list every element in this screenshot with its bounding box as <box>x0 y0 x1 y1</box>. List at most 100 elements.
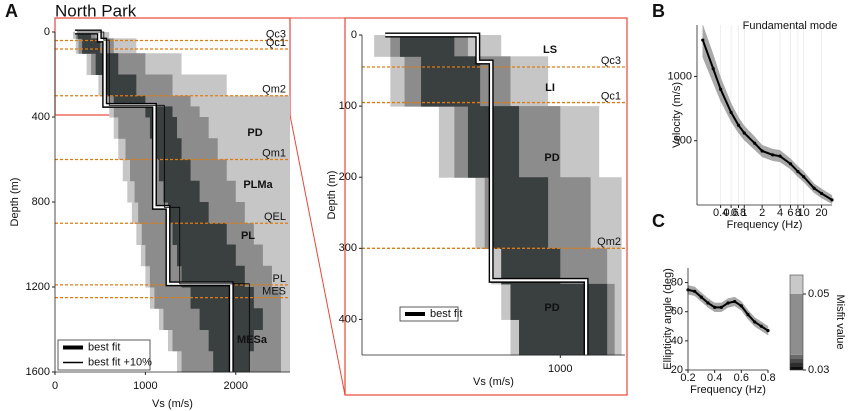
x-tick-label: 0.6 <box>723 207 738 219</box>
annotation: PLMa <box>243 179 273 191</box>
x-tick-label: 8 <box>795 207 801 219</box>
envelope <box>167 202 209 224</box>
x-tick-label: 0.8 <box>731 207 746 219</box>
envelope <box>77 32 92 39</box>
envelope <box>510 283 608 320</box>
x-tick-label: 0.8 <box>760 372 775 384</box>
point <box>733 299 737 304</box>
annotation: Fundamental mode <box>743 20 838 32</box>
y-tick-label: 1600 <box>26 366 50 378</box>
reference-label: MES <box>262 286 286 298</box>
legend-label: best fit <box>430 308 462 320</box>
y-tick-label: 400 <box>32 111 50 123</box>
reference-label: Qm1 <box>262 147 286 159</box>
annotation: PD <box>544 302 559 314</box>
reference-label: Qc1 <box>601 90 621 102</box>
x-tick-label: 2 <box>759 207 765 219</box>
reference-label: PL <box>273 273 286 285</box>
annotation: PD <box>247 127 262 139</box>
point <box>802 175 806 179</box>
colorbar-segment <box>790 354 803 359</box>
panel-letter: C <box>652 211 665 231</box>
x-tick-label: 1000 <box>548 363 572 375</box>
y-tick-label: 60 <box>671 306 683 318</box>
x-tick-label: 2000 <box>224 380 248 392</box>
annotation: PD <box>544 152 559 164</box>
y-tick-label: 400 <box>339 313 357 325</box>
x-tick-label: 1000 <box>133 380 157 392</box>
x-tick-label: 4 <box>777 207 783 219</box>
y-tick-label: 0 <box>351 29 357 41</box>
annotation: PL <box>241 230 255 242</box>
panel-letter: A <box>5 1 18 21</box>
point <box>701 38 705 42</box>
point <box>711 67 715 71</box>
annotation: MESa <box>237 334 268 346</box>
point <box>760 149 764 153</box>
colorbar-segment <box>790 362 803 367</box>
point <box>736 123 741 127</box>
annotation: LS <box>543 44 557 56</box>
panel-letter: B <box>652 1 665 21</box>
x-tick-label: 1 <box>741 207 747 219</box>
series-line <box>385 33 588 355</box>
y-tick-label: 1200 <box>26 281 50 293</box>
colorbar-label: Misfit value <box>834 294 846 349</box>
envelope <box>104 95 290 107</box>
reference-label: Qc3 <box>601 55 621 67</box>
envelope <box>145 106 173 118</box>
y-axis-label: Depth (m) <box>326 171 338 220</box>
point <box>742 131 746 135</box>
point <box>693 289 697 293</box>
y-tick-label: 80 <box>671 276 683 288</box>
point <box>719 87 723 91</box>
series-line <box>76 31 250 372</box>
reference-label: Qm2 <box>597 236 621 248</box>
x-tick-label: 0.2 <box>680 372 695 384</box>
envelope <box>109 95 191 107</box>
y-tick-label: 500 <box>674 135 692 147</box>
legend-box <box>399 306 459 322</box>
envelope <box>154 138 182 160</box>
reference-label: QEL <box>264 211 286 223</box>
reference-label: Qc1 <box>266 37 286 49</box>
envelope <box>104 74 137 97</box>
y-axis-label: Depth (m) <box>9 178 21 227</box>
point <box>753 320 757 324</box>
x-tick-label: 6 <box>787 207 793 219</box>
x-tick-label: 0 <box>52 380 58 392</box>
y-axis-label: Velocity (m/s) <box>671 82 683 148</box>
point <box>719 305 723 309</box>
point <box>713 305 717 309</box>
point <box>729 110 733 115</box>
series-line <box>701 39 833 201</box>
legend-label: best fit +10% <box>88 356 152 368</box>
zoom-connector <box>289 114 346 396</box>
y-axis-label: Ellipticity angle (deg) <box>662 268 674 370</box>
envelope <box>113 95 146 107</box>
point <box>778 154 782 158</box>
y-tick-label: 40 <box>671 335 683 347</box>
envelope <box>82 38 101 54</box>
reference-label: Qm2 <box>262 84 286 96</box>
colorbar-segment <box>790 275 803 294</box>
y-tick-label: 300 <box>339 242 357 254</box>
y-tick-label: 1000 <box>668 70 692 82</box>
colorbar-tick-label: 0.03 <box>808 364 829 376</box>
legend-label: best fit <box>88 341 120 353</box>
point <box>726 301 730 305</box>
point <box>739 304 743 308</box>
colorbar-frame <box>789 274 804 371</box>
x-tick-label: 0.4 <box>713 207 728 219</box>
point <box>796 169 800 174</box>
point <box>812 186 816 190</box>
colorbar-segment <box>790 366 803 370</box>
zoom-frame <box>344 17 628 396</box>
colorbar-tick-label: 0.05 <box>808 288 829 300</box>
y-tick-label: 200 <box>339 171 357 183</box>
point <box>766 329 770 333</box>
envelope <box>172 223 227 245</box>
envelope <box>421 56 481 107</box>
point <box>759 324 763 328</box>
